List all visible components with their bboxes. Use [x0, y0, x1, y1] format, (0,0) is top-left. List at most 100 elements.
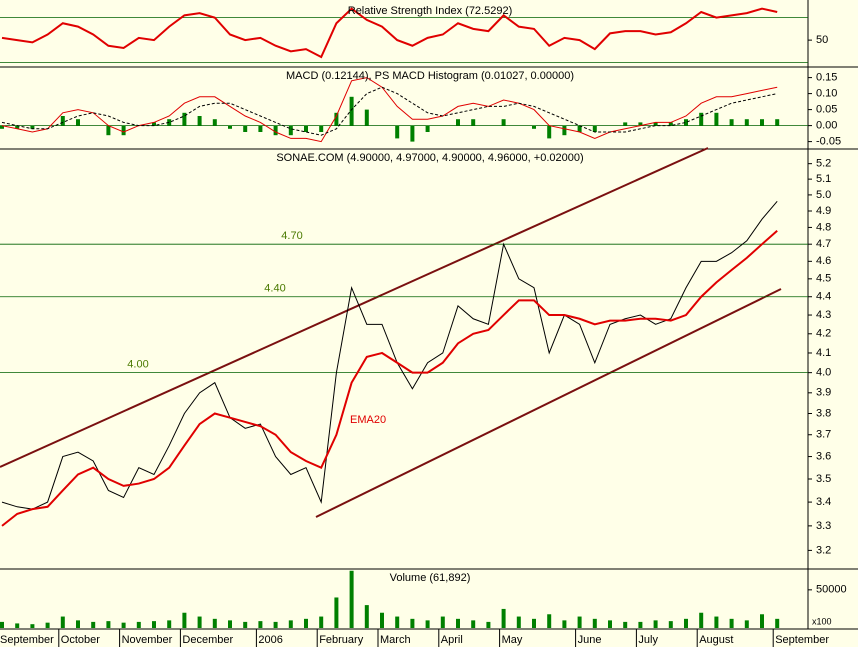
- bar: [243, 125, 248, 132]
- x-tick-label: July: [638, 634, 658, 646]
- x-tick-label: March: [380, 634, 411, 646]
- bar: [30, 624, 35, 628]
- bar: [471, 620, 476, 628]
- bar: [349, 96, 354, 126]
- bar: [668, 621, 673, 628]
- bar: [592, 618, 597, 628]
- panel-title: MACD (0.12144), PS MACD Histogram (0.010…: [286, 70, 574, 82]
- bar: [425, 125, 430, 132]
- bar: [623, 621, 628, 628]
- x-tick-label: September: [775, 634, 829, 646]
- y-tick-label: 5.2: [816, 158, 831, 170]
- bar: [228, 620, 232, 628]
- y-tick-label: 4.6: [816, 255, 831, 267]
- bar: [91, 621, 96, 628]
- panel-borders: [0, 0, 858, 630]
- x-tick-label: December: [182, 634, 233, 646]
- bar: [699, 112, 704, 126]
- bar: [714, 616, 719, 628]
- x-tick-label: October: [61, 634, 100, 646]
- bar: [212, 618, 217, 628]
- y-tick-label: 3.2: [816, 544, 831, 556]
- bar: [273, 621, 278, 628]
- y-tick-label: 4.0: [816, 367, 831, 379]
- bar: [76, 620, 80, 628]
- y-tick-label: 4.3: [816, 309, 831, 321]
- bar: [106, 125, 111, 136]
- bar: [501, 119, 506, 126]
- bar: [410, 125, 415, 142]
- bar: [440, 616, 445, 628]
- bar: [15, 125, 20, 129]
- bar: [486, 621, 491, 628]
- bar: [60, 616, 65, 628]
- reference-label: 4.00: [127, 359, 148, 371]
- bar: [319, 616, 324, 628]
- bar: [364, 605, 369, 628]
- bar: [167, 620, 172, 628]
- y-tick-label: 3.3: [816, 520, 831, 532]
- y-tick-label: -0.05: [816, 136, 841, 148]
- bar: [760, 614, 764, 628]
- line: [1, 86, 778, 136]
- bar: [471, 119, 476, 126]
- bar: [547, 614, 552, 628]
- y-tick-label: 0.10: [816, 88, 837, 100]
- bar: [212, 119, 217, 126]
- bar: [258, 621, 263, 628]
- bar: [653, 122, 658, 126]
- x-tick-label: September: [0, 634, 54, 646]
- bar: [0, 125, 4, 129]
- bar: [167, 119, 172, 126]
- bar: [410, 618, 415, 628]
- y-tick-label: 50: [816, 34, 828, 46]
- bar: [501, 608, 506, 628]
- y-tick-label: 4.8: [816, 221, 831, 233]
- y-tick-label: 5.1: [816, 173, 831, 185]
- bar: [15, 623, 20, 628]
- y-tick-label: 5.0: [816, 189, 831, 201]
- bar: [547, 125, 552, 139]
- bar: [684, 119, 688, 126]
- bar: [425, 620, 430, 628]
- trend-channel: [0, 147, 782, 518]
- panel-title: Relative Strength Index (72.5292): [348, 5, 513, 17]
- bar: [532, 618, 536, 628]
- bar: [577, 616, 582, 628]
- bar: [0, 621, 4, 628]
- bar: [30, 125, 35, 129]
- line: [1, 7, 778, 59]
- panel-title: SONAE.COM (4.90000, 4.97000, 4.90000, 4.…: [276, 152, 583, 164]
- bar: [699, 612, 704, 628]
- x-tick-label: June: [578, 634, 602, 646]
- line: [1, 77, 778, 143]
- bar: [304, 618, 308, 628]
- bar: [60, 116, 65, 126]
- bar: [304, 125, 308, 132]
- bar: [136, 621, 141, 628]
- bar: [592, 125, 597, 132]
- x-tick-label: April: [441, 634, 463, 646]
- x-tick-label: 2006: [258, 634, 282, 646]
- bar: [45, 622, 50, 628]
- bar: [349, 570, 354, 628]
- bar: [516, 616, 521, 628]
- bar: [744, 620, 749, 628]
- bar: [775, 119, 780, 126]
- y-tick-label: 4.9: [816, 205, 831, 217]
- bar: [334, 112, 339, 126]
- bar: [288, 620, 293, 628]
- panel-title: Volume (61,892): [390, 572, 471, 584]
- bar: [197, 616, 202, 628]
- bar: [395, 616, 400, 628]
- bar: [638, 621, 643, 628]
- y-tick-label: 4.2: [816, 328, 831, 340]
- bar: [288, 125, 293, 136]
- x-tick-label: August: [699, 634, 733, 646]
- bar: [243, 621, 248, 628]
- bar: [228, 125, 232, 129]
- bar: [684, 618, 688, 628]
- y-tick-label: 3.9: [816, 387, 831, 399]
- series-label: EMA20: [350, 414, 386, 426]
